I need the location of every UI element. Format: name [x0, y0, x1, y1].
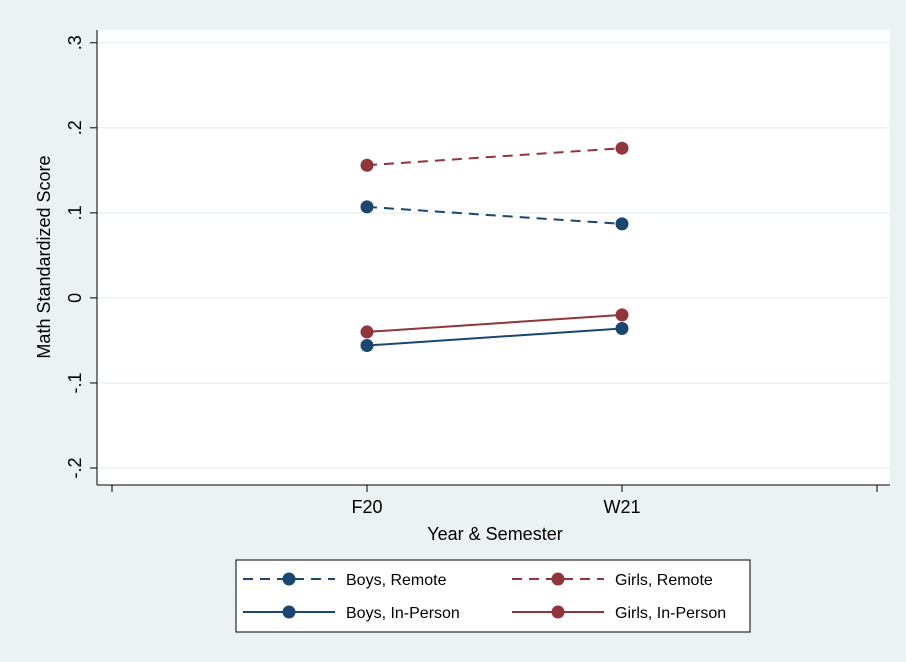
- legend: [235, 559, 751, 633]
- point: [360, 339, 374, 353]
- legend-marker: [551, 572, 565, 586]
- point: [360, 325, 374, 339]
- series-line: [366, 327, 623, 347]
- legend-marker: [551, 605, 565, 619]
- y-tick-label: -.2: [65, 457, 85, 478]
- point: [360, 158, 374, 172]
- legend-marker: [282, 572, 296, 586]
- legend-label: Girls, In-Person: [615, 605, 726, 622]
- legend-marker: [282, 605, 296, 619]
- y-tick-label: .3: [65, 35, 85, 50]
- legend-label: Boys, In-Person: [346, 605, 460, 622]
- y-tick-label: 0: [65, 293, 85, 303]
- x-axis-title: Year & Semester: [427, 524, 562, 544]
- y-tick-label: .2: [65, 120, 85, 135]
- legend-label: Boys, Remote: [346, 572, 447, 589]
- y-axis-title: Math Standardized Score: [34, 155, 54, 358]
- point: [615, 141, 629, 155]
- point: [615, 322, 629, 336]
- point: [360, 200, 374, 214]
- x-tick-label: F20: [351, 497, 382, 517]
- series-line: [366, 313, 623, 333]
- point: [615, 217, 629, 231]
- x-tick-label: W21: [603, 497, 640, 517]
- plot-area: [97, 30, 890, 485]
- series-line: [366, 205, 623, 225]
- legend-label: Girls, Remote: [615, 572, 713, 589]
- y-tick-label: .1: [65, 205, 85, 220]
- point: [615, 308, 629, 322]
- series-line: [366, 147, 623, 167]
- y-tick-label: -.1: [65, 372, 85, 393]
